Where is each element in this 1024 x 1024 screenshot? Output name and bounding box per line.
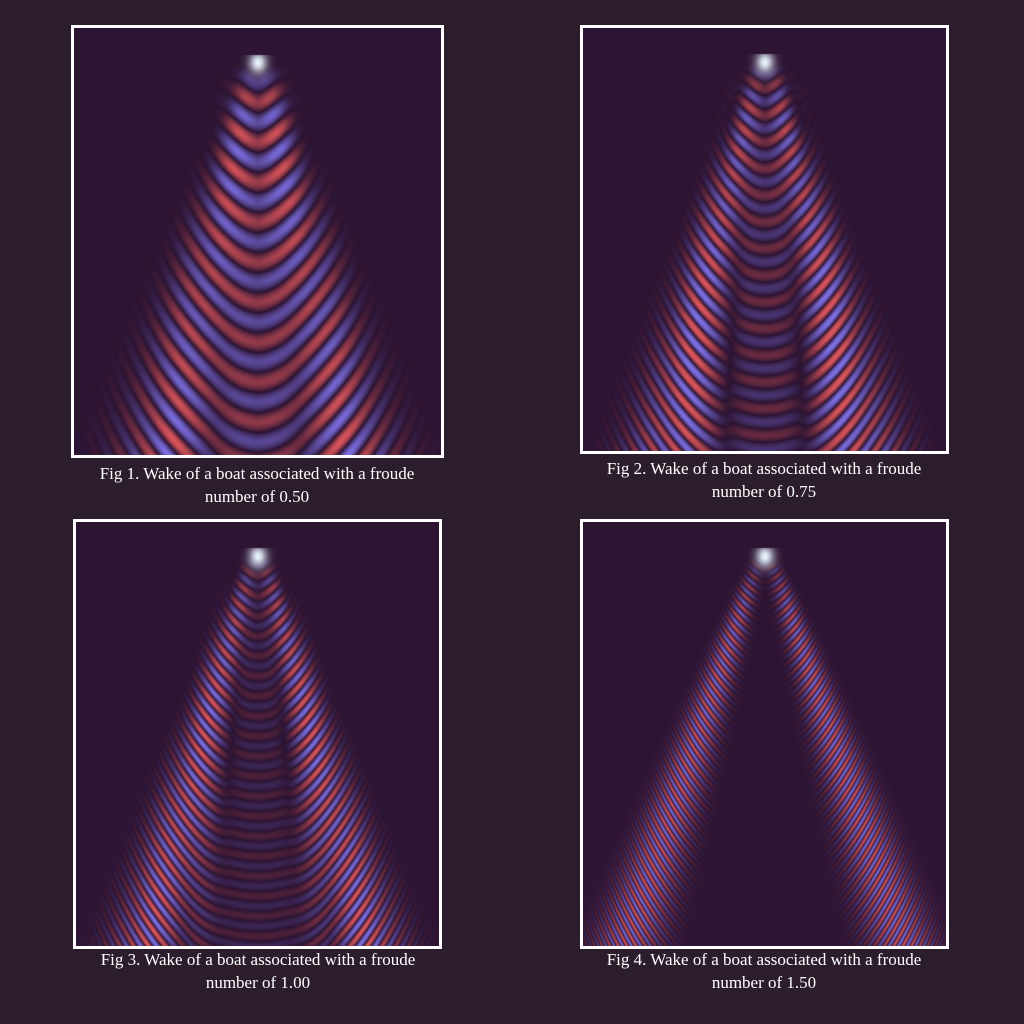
caption-line-2: number of 1.50 bbox=[711, 973, 817, 992]
wake-heatmap-3 bbox=[76, 522, 439, 946]
caption-line-1: Fig 3. Wake of a boat associated with a … bbox=[100, 950, 416, 969]
caption-line-2: number of 1.00 bbox=[205, 973, 311, 992]
caption-line-1: Fig 2. Wake of a boat associated with a … bbox=[606, 459, 922, 478]
caption-line-2: number of 0.75 bbox=[711, 482, 817, 501]
figure-3-caption: Fig 3. Wake of a boat associated with a … bbox=[58, 948, 458, 994]
wake-plot-4 bbox=[580, 519, 949, 949]
caption-line-1: Fig 4. Wake of a boat associated with a … bbox=[606, 950, 922, 969]
figure-2-caption: Fig 2. Wake of a boat associated with a … bbox=[564, 457, 964, 503]
caption-line-2: number of 0.50 bbox=[204, 487, 310, 506]
figure-1-caption: Fig 1. Wake of a boat associated with a … bbox=[57, 462, 457, 508]
figure-4-caption: Fig 4. Wake of a boat associated with a … bbox=[564, 948, 964, 994]
wake-heatmap-1 bbox=[74, 28, 441, 455]
wake-heatmap-2 bbox=[583, 28, 946, 451]
wake-plot-1 bbox=[71, 25, 444, 458]
wake-plot-2 bbox=[580, 25, 949, 454]
caption-line-1: Fig 1. Wake of a boat associated with a … bbox=[99, 464, 415, 483]
wake-heatmap-4 bbox=[583, 522, 946, 946]
wake-plot-3 bbox=[73, 519, 442, 949]
